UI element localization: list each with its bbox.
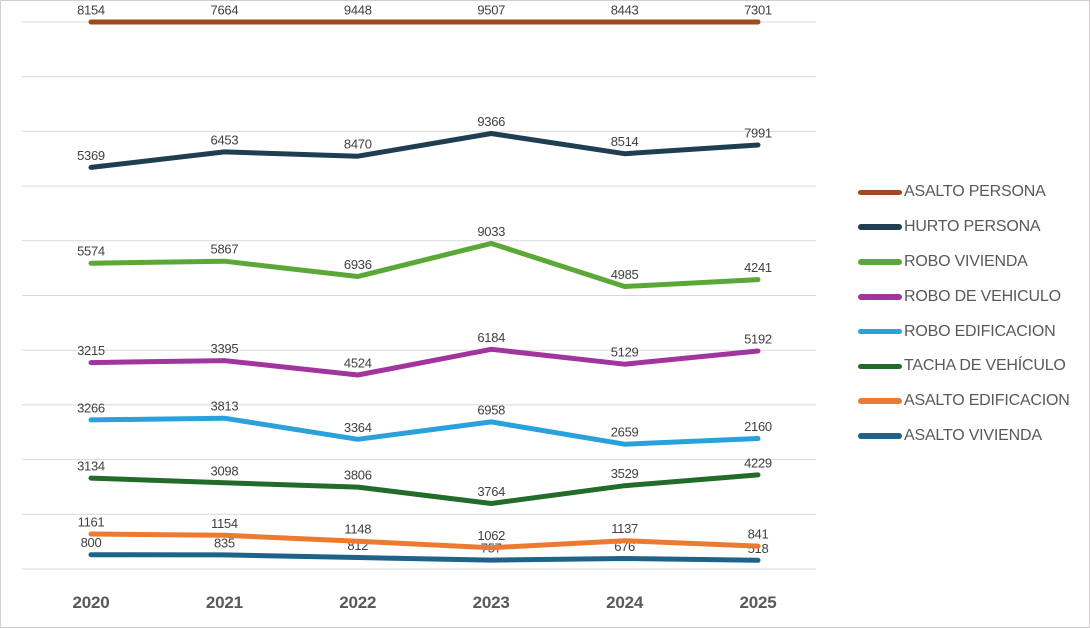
series-line-tacha-de-vehiculo: [88, 472, 761, 506]
data-label: 7991: [744, 126, 772, 141]
data-label: 1161: [78, 515, 105, 530]
legend-color-swatch-icon: [858, 189, 902, 196]
data-label: 3364: [344, 420, 372, 435]
data-label: 3806: [344, 468, 372, 483]
legend-color-swatch-icon: [858, 433, 902, 439]
legend-item-asalto-persona: ASALTO PERSONA: [858, 175, 1070, 210]
data-label: 5867: [211, 242, 239, 257]
x-axis-label: 2025: [739, 593, 776, 612]
data-label: 3764: [477, 484, 505, 499]
legend-item-robo-vivienda: ROBO VIVIENDA: [858, 245, 1070, 280]
data-label: 9507: [477, 3, 505, 18]
legend-label: TACHA DE VEHÍCULO: [904, 357, 1066, 375]
data-label: 8154: [77, 3, 105, 18]
x-axis-label: 2024: [606, 593, 644, 612]
legend-label: ASALTO EDIFICACION: [904, 392, 1070, 410]
series-line-asalto-edificacion: [88, 531, 761, 551]
legend-color-swatch-icon: [858, 259, 902, 265]
series-line-asalto-vivienda: [88, 552, 761, 563]
legend-label: HURTO PERSONA: [904, 218, 1041, 236]
data-label: 4524: [344, 356, 372, 371]
data-label: 2160: [744, 419, 772, 434]
data-label: 3266: [77, 400, 105, 415]
legend-color-swatch-icon: [858, 294, 902, 300]
data-label: 6184: [477, 330, 505, 345]
data-label: 3395: [211, 341, 239, 356]
x-axis-label: 2022: [339, 593, 376, 612]
legend-label: ROBO DE VEHICULO: [904, 287, 1061, 305]
data-label: 8514: [611, 134, 639, 149]
data-label: 841: [748, 527, 769, 542]
data-label: 3215: [77, 343, 105, 358]
data-label: 6936: [344, 257, 372, 272]
data-label: 8470: [344, 137, 372, 152]
data-label: 1148: [344, 522, 371, 537]
data-label: 1137: [611, 521, 638, 536]
legend-item-hurto-persona: HURTO PERSONA: [858, 210, 1070, 245]
series-line-hurto-persona: [88, 131, 761, 170]
data-label: 5574: [77, 244, 105, 259]
x-axis-label: 2021: [206, 593, 243, 612]
data-label: 8443: [611, 3, 639, 18]
data-label: 9448: [344, 3, 372, 18]
data-label: 800: [81, 535, 102, 550]
x-axis-label: 2023: [473, 593, 510, 612]
data-label: 9033: [477, 224, 505, 239]
data-label: 1154: [211, 516, 238, 531]
series-line-robo-vivienda: [88, 240, 761, 289]
legend: ASALTO PERSONA HURTO PERSONA ROBO VIVIENDA…: [858, 175, 1070, 453]
data-label: 5129: [611, 345, 639, 360]
legend-item-robo-edificacion: ROBO EDIFICACION: [858, 314, 1070, 349]
legend-item-asalto-vivienda: ASALTO VIVIENDA: [858, 419, 1070, 454]
data-label: 5369: [77, 148, 105, 163]
data-label: 7301: [744, 3, 772, 18]
data-label: 835: [214, 535, 235, 550]
data-label: 4241: [744, 260, 772, 275]
data-label: 3529: [611, 466, 639, 481]
legend-label: ROBO EDIFICACION: [904, 322, 1056, 340]
legend-label: ASALTO VIVIENDA: [904, 426, 1042, 444]
series-line-robo-edificacion: [88, 415, 761, 447]
data-label: 6453: [211, 132, 239, 147]
legend-color-swatch-icon: [858, 224, 902, 230]
data-label: 6958: [477, 402, 505, 417]
legend-item-tacha-de-vehiculo: TACHA DE VEHÍCULO: [858, 349, 1070, 384]
x-axis-label: 2020: [72, 593, 109, 612]
data-label: 7664: [211, 3, 239, 18]
data-label: 5192: [744, 332, 772, 347]
legend-item-asalto-edificacion: ASALTO EDIFICACION: [858, 384, 1070, 419]
legend-item-robo-de-vehiculo: ROBO DE VEHICULO: [858, 279, 1070, 314]
data-label: 3813: [211, 399, 239, 414]
data-label: 1062: [477, 528, 505, 543]
series-line-robo-de-vehiculo: [88, 346, 761, 378]
legend-color-swatch-icon: [858, 363, 902, 370]
data-label: 3134: [77, 459, 105, 474]
data-label: 3098: [211, 463, 239, 478]
legend-color-swatch-icon: [858, 398, 902, 404]
data-label: 4229: [744, 455, 772, 470]
data-label: 4985: [611, 267, 639, 282]
data-label: 9366: [477, 114, 505, 129]
legend-label: ROBO VIVIENDA: [904, 252, 1028, 270]
legend-color-swatch-icon: [858, 328, 902, 335]
data-label: 2659: [611, 425, 639, 440]
legend-label: ASALTO PERSONA: [904, 183, 1046, 201]
